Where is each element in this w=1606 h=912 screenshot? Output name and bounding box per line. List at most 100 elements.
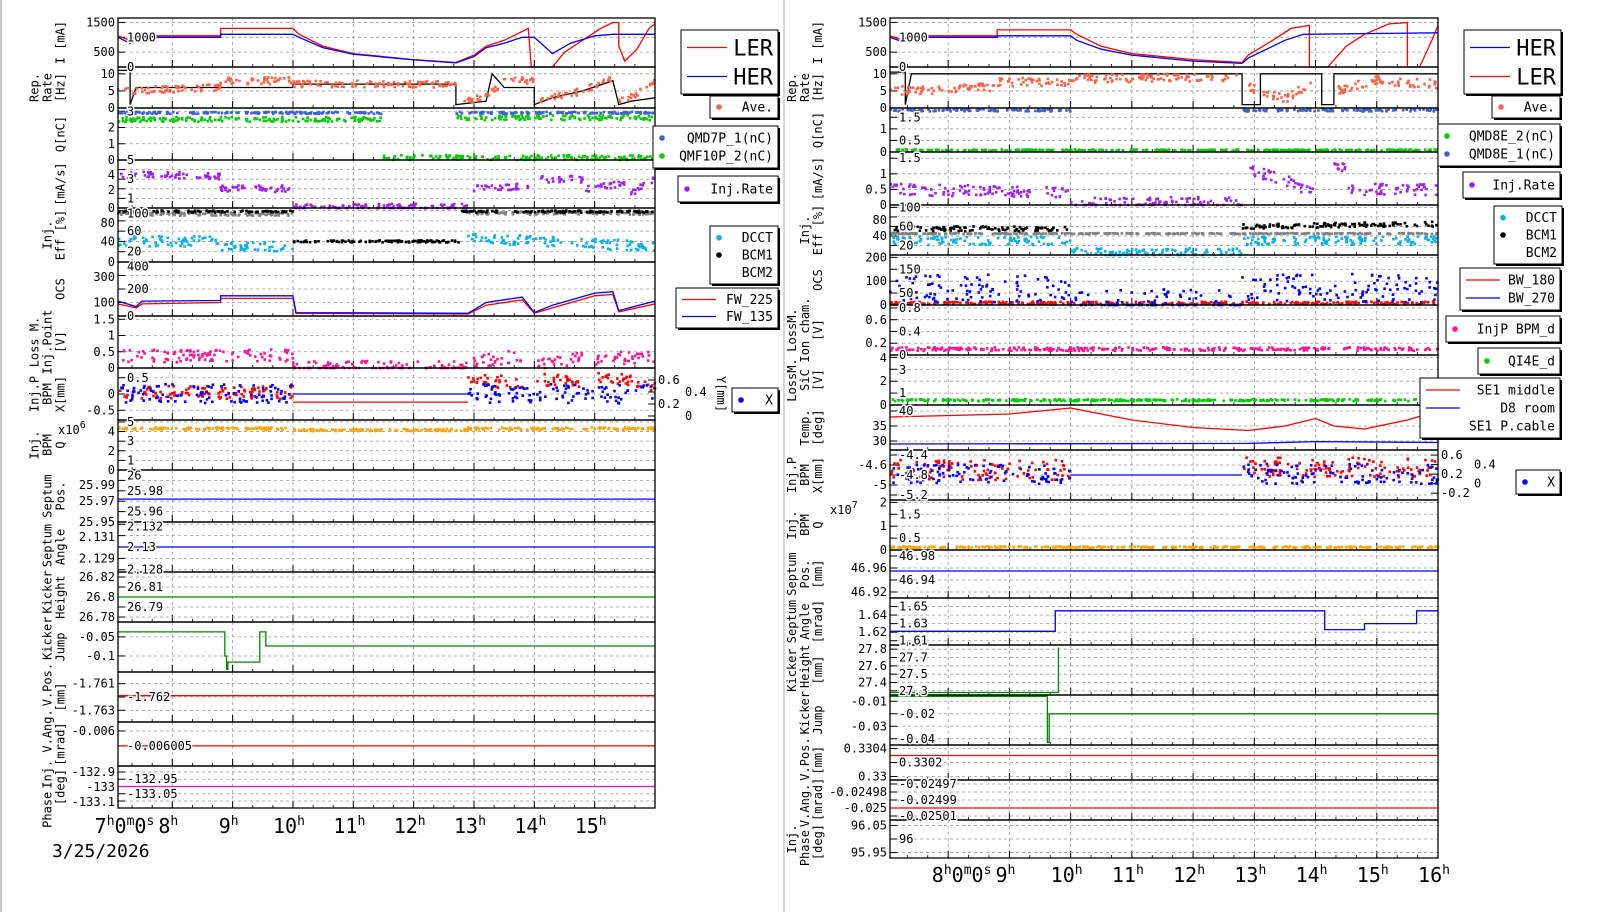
data-point (213, 118, 217, 122)
data-point (629, 192, 633, 196)
data-point (1150, 80, 1154, 83)
data-point (244, 426, 248, 430)
data-point (543, 211, 547, 214)
data-point (274, 210, 277, 213)
data-point (1037, 77, 1041, 81)
data-point (124, 87, 127, 91)
data-point (258, 118, 262, 122)
data-point (382, 85, 386, 89)
data-point (216, 84, 219, 87)
data-point (536, 428, 539, 431)
data-point (122, 210, 126, 214)
data-point (284, 210, 288, 213)
data-point (147, 111, 151, 114)
data-point (263, 426, 266, 430)
data-point (298, 205, 302, 209)
data-point (979, 107, 982, 111)
data-point (921, 85, 925, 88)
data-point (269, 213, 273, 217)
data-point (395, 429, 399, 432)
y-axis-label: Inj. (41, 221, 55, 250)
data-point (281, 428, 284, 431)
data-point (1338, 148, 1342, 151)
data-point (623, 359, 626, 362)
data-point (484, 184, 487, 187)
data-point (1040, 149, 1044, 152)
data-point (225, 359, 228, 363)
y-tick-label: 4 (108, 425, 115, 439)
data-point (349, 240, 352, 244)
data-point (1167, 148, 1171, 152)
data-point (473, 209, 476, 212)
data-point (558, 179, 562, 182)
data-point (224, 116, 227, 119)
data-point (1298, 149, 1301, 152)
data-point (646, 428, 650, 431)
data-point (1038, 79, 1041, 82)
x-tick-label: 11h (333, 814, 365, 838)
data-point (199, 400, 203, 403)
data-point (227, 76, 230, 79)
data-point (572, 395, 575, 398)
data-point (591, 239, 595, 242)
data-point (245, 209, 248, 213)
data-point (921, 109, 925, 113)
y-tick-label: 2.129 (79, 551, 115, 565)
data-point (461, 363, 464, 367)
data-point (547, 384, 550, 387)
data-point (570, 399, 574, 402)
y-axis-label: [deg] (54, 769, 68, 805)
data-point (402, 427, 405, 431)
data-point (482, 353, 486, 357)
data-point (491, 241, 494, 245)
data-point (509, 426, 512, 429)
data-point (588, 118, 592, 122)
data-point (528, 117, 531, 120)
data-point (149, 427, 152, 431)
data-point (1093, 79, 1097, 83)
data-point (613, 357, 616, 361)
data-point (200, 390, 203, 394)
legend-dot-icon (716, 234, 722, 241)
data-point (1132, 149, 1135, 152)
data-point (270, 76, 274, 80)
data-point (948, 108, 952, 112)
data-point (568, 427, 572, 431)
data-point (1142, 76, 1145, 79)
y-axis-label: Rate (798, 73, 812, 102)
data-point (480, 236, 484, 239)
data-point (629, 96, 633, 100)
data-point (1300, 148, 1304, 151)
data-point (1338, 92, 1341, 95)
data-point (261, 212, 265, 216)
data-point (610, 210, 613, 213)
legend: Inj.Rate (677, 175, 780, 204)
data-point (1160, 148, 1164, 152)
data-point (1236, 148, 1240, 151)
data-point (142, 116, 145, 119)
data-point (437, 240, 441, 243)
data-point (296, 239, 299, 243)
data-point (465, 118, 469, 122)
data-point (591, 389, 594, 393)
panel-frame (117, 765, 656, 809)
data-point (125, 112, 129, 116)
data-point (645, 85, 648, 89)
data-point (365, 82, 369, 85)
data-point (486, 212, 490, 215)
data-point (234, 427, 238, 430)
data-point (1297, 85, 1300, 89)
data-point (218, 210, 221, 213)
data-point (264, 248, 267, 252)
data-point (497, 188, 500, 191)
data-point (1422, 108, 1425, 111)
data-point (205, 83, 209, 87)
data-point (586, 389, 589, 392)
data-point (309, 111, 313, 115)
data-point (139, 427, 143, 430)
data-point (334, 429, 338, 433)
data-point (542, 111, 545, 114)
data-point (366, 117, 370, 121)
data-point (331, 205, 335, 208)
data-point (1047, 81, 1050, 84)
